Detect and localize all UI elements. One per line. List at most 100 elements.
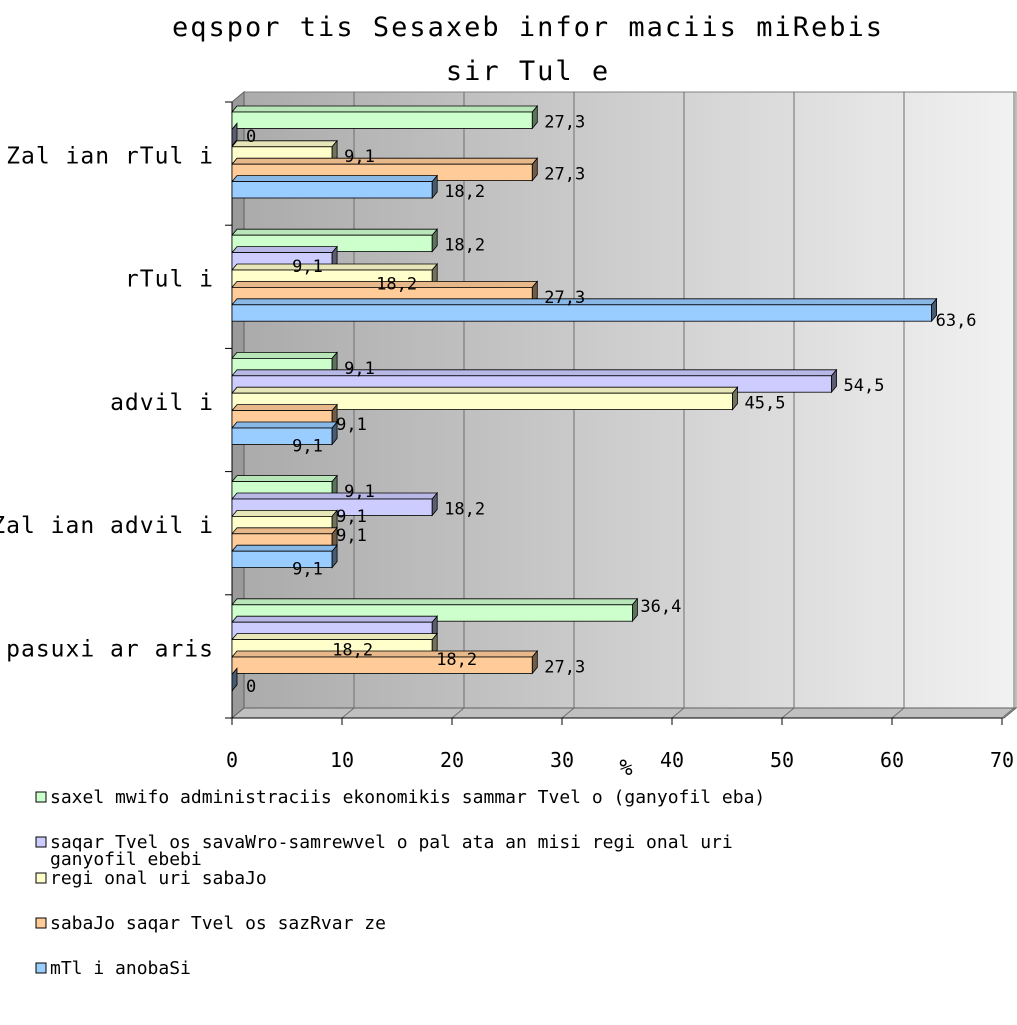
legend-item: saqar Tvel os savaWro-samrewvel o pal at… [35, 832, 733, 870]
category-label: advil i [110, 390, 214, 416]
x-tick-label: 60 [880, 748, 904, 772]
bar-side-face [231, 122, 238, 147]
x-tick-label: 50 [770, 748, 794, 772]
bar-top-face [231, 246, 338, 254]
value-label: 18,2 [376, 274, 417, 294]
value-label: 9,1 [336, 507, 367, 527]
legend: saxel mwifo administraciis ekonomikis sa… [35, 787, 765, 979]
value-label: 9,1 [344, 482, 375, 502]
legend-swatch [35, 836, 47, 848]
bar-top-face [231, 598, 639, 606]
bar-top-face [231, 615, 439, 623]
floor-gridline [891, 707, 905, 719]
value-label: 9,1 [292, 436, 323, 456]
value-label: 0 [246, 677, 256, 697]
bar-side-face [331, 351, 338, 376]
bar-top-face [231, 404, 338, 412]
legend-item: regi onal uri sabaJo [35, 868, 267, 889]
bar-top-face [231, 175, 439, 183]
x-tick-labels: 0 10 20 30 40 50 60 70 [226, 748, 1014, 772]
category-label: pasuxi ar aris [6, 636, 214, 662]
bar-side-face [331, 245, 338, 271]
bar-top-face [231, 633, 439, 640]
bar-side-face [331, 544, 338, 569]
value-label: 9,1 [336, 526, 367, 546]
legend-item: sabaJo saqar Tvel os sazRvar ze [35, 913, 386, 934]
floor-gridline [671, 707, 685, 719]
value-labels: 27,3 0 9,1 27,3 18,2 18,2 9,1 18,2 27,3 63,6 9,1 54… [246, 112, 977, 696]
bar-side-face [431, 262, 438, 288]
bar-top-face [231, 475, 338, 483]
value-label: 0 [246, 127, 256, 147]
floor-gridline [341, 707, 355, 719]
bar-side-face [531, 280, 538, 305]
bar [231, 420, 338, 446]
value-label: 27,3 [544, 288, 585, 308]
bar-side-face [331, 403, 338, 429]
bar-side-face [331, 474, 338, 500]
floor-gridline [561, 707, 575, 719]
bar-top-face [231, 650, 539, 658]
bar-side-face [431, 174, 438, 200]
bar-side-face [331, 526, 338, 552]
bar [231, 386, 739, 411]
value-label: 18,2 [444, 499, 485, 519]
legend-label: saxel mwifo administraciis ekonomikis sa… [50, 787, 765, 808]
x-axis-label: % [619, 756, 632, 781]
floor-gridline [1001, 707, 1015, 719]
bar [231, 649, 539, 675]
bar-top-face [231, 509, 338, 517]
bar-front-face [231, 181, 433, 199]
category-labels: Zal ian rTul i rTul i advil i Zal ian advil… [0, 144, 214, 663]
value-label: 9,1 [344, 147, 375, 167]
bar-top-face [231, 263, 439, 271]
category-label: rTul i [125, 267, 214, 293]
bar [231, 174, 439, 200]
value-label: 63,6 [936, 311, 977, 331]
floor-gridline [451, 707, 465, 719]
bar-side-face [831, 368, 837, 394]
bar-side-face [632, 597, 638, 623]
x-tick-label: 20 [440, 748, 464, 772]
bar-top-face [231, 421, 338, 429]
category-label: Zal ian advil i [0, 513, 214, 539]
floor-gridline [781, 707, 795, 719]
bar-front-face [231, 111, 533, 129]
bar [231, 122, 238, 147]
bar-side-face [431, 615, 438, 640]
bar-side-face [331, 420, 338, 446]
bar-side-face [431, 632, 438, 658]
value-label: 27,3 [544, 657, 585, 677]
value-label: 45,5 [745, 394, 786, 414]
legend-item: saxel mwifo administraciis ekonomikis sa… [35, 787, 765, 808]
value-label: 27,3 [544, 165, 585, 185]
value-label: 54,5 [844, 376, 885, 396]
legend-label: regi onal uri sabaJo [50, 868, 267, 889]
legend-label: sabaJo saqar Tvel os sazRvar ze [50, 913, 386, 934]
bar-side-face [531, 649, 538, 675]
value-label: 9,1 [336, 415, 367, 435]
x-tick-label: 70 [990, 748, 1014, 772]
legend-swatch [35, 791, 47, 803]
legend-label: mTl i anobaSi [50, 958, 191, 979]
value-label: 18,2 [332, 641, 373, 661]
bar [231, 544, 338, 569]
legend-swatch [35, 917, 47, 929]
chart-title-line-1: eqspor tis Sesaxeb infor maciis miRebis [172, 12, 884, 43]
bar-side-face [331, 509, 338, 534]
value-label: 18,2 [444, 182, 485, 202]
bar [231, 667, 238, 692]
bar-top-face [231, 492, 439, 500]
legend-swatch [35, 962, 47, 974]
x-tick-label: 10 [330, 748, 354, 772]
category-label: Zal ian rTul i [6, 144, 214, 170]
bar-top-face [231, 157, 539, 165]
value-label: 9,1 [292, 560, 323, 580]
legend-label: ganyofil ebebi [50, 849, 202, 870]
bar-top-face [231, 544, 338, 552]
bar-top-face [231, 369, 838, 377]
bar [231, 297, 938, 323]
bar-side-face [931, 297, 937, 323]
legend-swatch [35, 872, 47, 884]
